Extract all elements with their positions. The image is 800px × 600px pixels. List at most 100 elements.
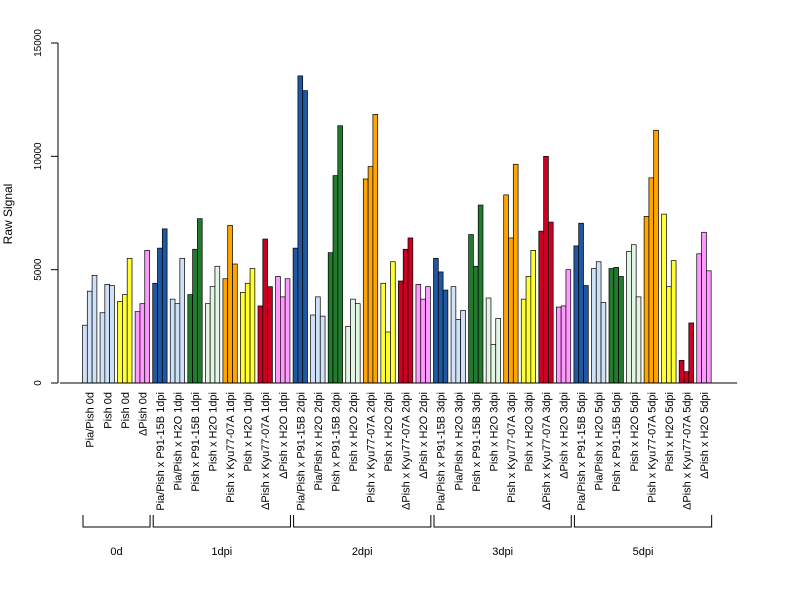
category-label: Pish x H2O 5dpi — [629, 392, 641, 471]
bar — [302, 90, 308, 384]
bar — [315, 296, 321, 384]
bar — [678, 359, 685, 384]
y-tick-label: 10000 — [33, 142, 44, 170]
bar — [565, 269, 572, 384]
category-label: ΔPish x Kyu77-07A 2dpi — [401, 392, 413, 510]
bar — [91, 274, 98, 384]
bar — [332, 175, 339, 384]
category-label: Pish x H2O 2dpi — [348, 392, 360, 471]
group-label: 2dpi — [352, 546, 373, 558]
bar — [425, 286, 431, 384]
category-label: Pish x P91-15B 3dpi — [471, 392, 483, 492]
bar — [222, 278, 229, 384]
bar — [450, 286, 457, 384]
bar — [390, 261, 396, 384]
bar — [174, 303, 181, 384]
bar — [437, 271, 444, 384]
bar — [525, 276, 532, 384]
bar — [600, 302, 607, 384]
bar — [284, 278, 291, 384]
category-label: ΔPish x H2O 1dpi — [278, 392, 290, 479]
bar — [460, 310, 466, 384]
bar — [240, 291, 246, 384]
bar — [473, 265, 479, 384]
group-label: 1dpi — [211, 546, 232, 558]
bar — [152, 282, 158, 384]
bar — [380, 282, 387, 384]
bar — [275, 276, 281, 384]
bar — [169, 298, 176, 384]
bar — [232, 263, 238, 384]
bar — [512, 163, 519, 384]
bar — [555, 306, 562, 384]
group-bracket — [82, 515, 151, 528]
category-label: ΔPish 0d — [137, 392, 149, 436]
bar — [244, 282, 251, 384]
bar — [104, 284, 110, 384]
bars — [82, 75, 712, 384]
bar — [696, 253, 702, 384]
category-label: Pia/Pish x P91-15B 3dpi — [436, 392, 448, 511]
bar — [139, 303, 146, 384]
bar — [402, 248, 409, 384]
bar — [117, 301, 123, 384]
bar — [643, 216, 650, 384]
bar — [398, 280, 404, 384]
bar — [134, 311, 141, 384]
bar — [187, 294, 193, 384]
bar — [583, 285, 589, 384]
category-label: ΔPish x H2O 5dpi — [699, 392, 711, 479]
bar — [415, 284, 422, 384]
bar — [683, 371, 690, 384]
bar — [608, 268, 615, 384]
y-axis-label: Raw Signal — [1, 184, 15, 245]
group-bracket — [293, 515, 432, 528]
category-label: Pish x H2O 3dpi — [488, 392, 500, 471]
bar — [86, 290, 93, 384]
bar — [99, 312, 106, 384]
group-brackets: 0d 1dpi 2dpi 3dpi 5dpi — [82, 515, 713, 558]
bar — [350, 298, 356, 384]
bar — [666, 286, 672, 384]
bar — [705, 270, 712, 384]
category-label: Pia/Pish x H2O 1dpi — [172, 392, 184, 490]
bar — [192, 248, 198, 384]
bar — [407, 237, 414, 384]
bar — [205, 303, 211, 384]
bar — [144, 250, 150, 384]
bar — [495, 318, 501, 384]
bar — [613, 267, 619, 384]
bar — [648, 177, 655, 384]
bar — [367, 166, 374, 384]
y-axis: 0 5000 10000 15000 — [33, 29, 59, 386]
category-label: Pia/Pish x H2O 5dpi — [594, 392, 606, 490]
bar — [249, 268, 256, 384]
bar — [508, 237, 514, 384]
bar — [355, 303, 361, 384]
bar — [433, 257, 439, 384]
bar — [161, 228, 168, 384]
group-label: 5dpi — [633, 546, 654, 558]
bar — [543, 155, 549, 384]
bar — [688, 322, 694, 384]
category-label: Pia/Pish x H2O 3dpi — [453, 392, 465, 490]
bar — [372, 114, 379, 384]
category-label: Pish x H2O 1dpi — [208, 392, 220, 471]
category-label: Pish 0d — [120, 392, 132, 429]
category-label: Pish x H2O 5dpi — [664, 392, 676, 471]
bar — [530, 250, 536, 384]
y-tick-label: 5000 — [33, 258, 44, 281]
bar — [618, 276, 624, 384]
bar — [327, 252, 334, 384]
bar — [591, 268, 597, 384]
bar — [267, 286, 273, 384]
bar — [337, 125, 343, 384]
bar — [179, 257, 186, 384]
category-label: ΔPish x H2O 3dpi — [559, 392, 571, 479]
bar — [560, 305, 567, 384]
bar — [362, 178, 369, 384]
category-label: Pia/Pish x P91-15B 1dpi — [155, 392, 167, 511]
bar — [214, 265, 221, 384]
bar — [538, 230, 544, 384]
